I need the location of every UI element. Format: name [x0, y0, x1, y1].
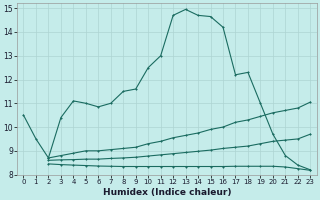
X-axis label: Humidex (Indice chaleur): Humidex (Indice chaleur): [103, 188, 231, 197]
